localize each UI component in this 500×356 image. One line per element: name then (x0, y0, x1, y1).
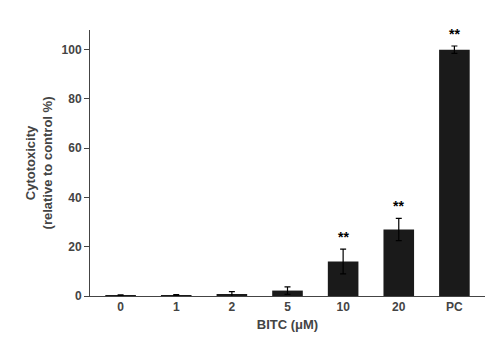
svg-text:**: ** (393, 198, 404, 214)
svg-text:**: ** (449, 26, 460, 42)
svg-text:PC: PC (446, 300, 463, 314)
svg-text:20: 20 (392, 300, 406, 314)
svg-text:2: 2 (229, 300, 236, 314)
svg-text:Cytotoxicity(relative to contr: Cytotoxicity(relative to control %) (23, 97, 55, 230)
svg-text:20: 20 (68, 240, 82, 254)
svg-text:100: 100 (62, 43, 82, 57)
svg-text:40: 40 (68, 191, 82, 205)
svg-text:1: 1 (173, 300, 180, 314)
svg-text:5: 5 (284, 300, 291, 314)
svg-text:80: 80 (68, 92, 82, 106)
svg-text:0: 0 (75, 289, 82, 303)
svg-text:60: 60 (68, 141, 82, 155)
svg-text:**: ** (338, 229, 349, 245)
svg-text:10: 10 (336, 300, 350, 314)
svg-text:BITC (μM): BITC (μM) (257, 317, 318, 332)
svg-text:0: 0 (117, 300, 124, 314)
